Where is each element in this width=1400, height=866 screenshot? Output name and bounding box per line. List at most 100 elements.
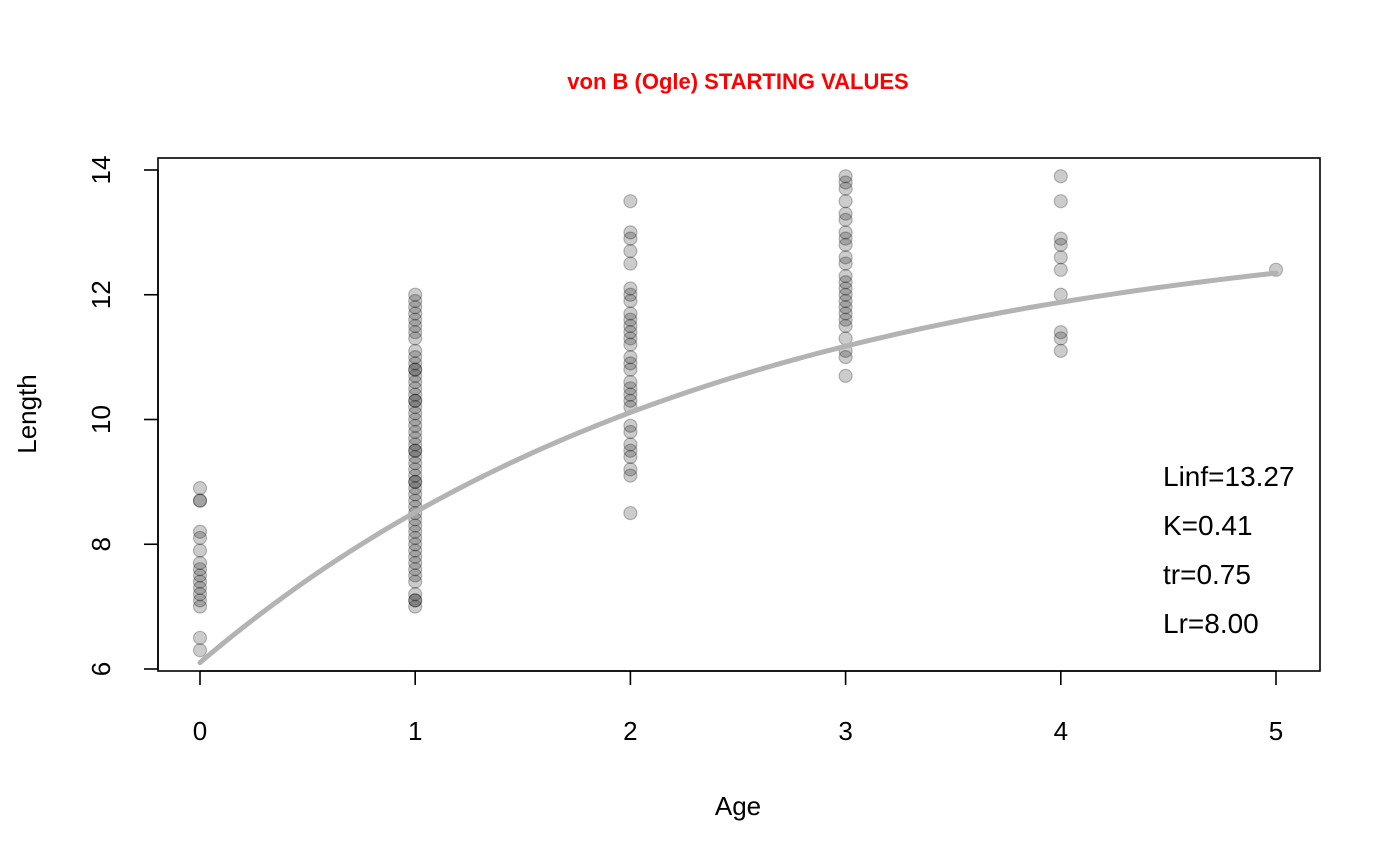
data-point [838, 237, 853, 252]
data-point [1053, 169, 1068, 184]
data-point [408, 456, 423, 471]
data-point [623, 393, 638, 408]
data-point [192, 481, 208, 496]
plot-border [157, 157, 1321, 672]
data-point [1053, 343, 1068, 358]
data-point [408, 374, 423, 390]
data-point [623, 350, 638, 365]
x-tick-label: 3 [838, 716, 852, 746]
data-point [192, 568, 208, 583]
data-point [408, 331, 423, 346]
data-point [408, 418, 423, 433]
scatter-points [192, 169, 1284, 658]
annotation-k: K=0.41 [1163, 510, 1253, 541]
data-point [623, 374, 638, 390]
data-point [192, 630, 208, 645]
annotation-linf: Linf=13.27 [1163, 461, 1295, 492]
data-point [408, 443, 423, 458]
data-point [838, 169, 853, 184]
data-point [408, 487, 423, 502]
data-point [408, 431, 423, 446]
x-tick-label: 0 [193, 716, 207, 746]
y-tick-label: 8 [86, 537, 116, 551]
data-point [623, 337, 638, 352]
data-point [192, 543, 208, 558]
data-point [408, 530, 423, 546]
data-point [623, 293, 638, 309]
data-point [1053, 250, 1068, 265]
data-point [1053, 231, 1068, 246]
data-point [408, 393, 423, 408]
data-point [192, 599, 208, 614]
data-point [838, 287, 853, 302]
data-point [623, 318, 638, 334]
data-point [408, 318, 423, 334]
y-tick-label: 6 [86, 662, 116, 676]
data-point [408, 593, 423, 608]
x-axis-label: Age [715, 791, 761, 821]
data-point [623, 418, 638, 433]
x-tick-label: 2 [623, 716, 637, 746]
y-tick-label: 10 [86, 405, 116, 434]
data-point [838, 318, 853, 334]
x-axis: 0 1 2 3 4 5 [193, 670, 1283, 746]
data-point [408, 287, 423, 302]
data-point [408, 449, 423, 465]
data-point [838, 368, 853, 383]
data-point [623, 306, 638, 321]
x-tick-label: 5 [1269, 716, 1283, 746]
data-point [623, 256, 638, 271]
data-point [838, 231, 853, 246]
data-point [623, 331, 638, 346]
data-point [623, 424, 638, 440]
data-point [192, 593, 208, 608]
data-point [623, 462, 638, 477]
data-point [408, 399, 423, 415]
data-point [192, 524, 208, 539]
data-point [408, 343, 423, 358]
data-point [838, 181, 853, 196]
data-point [1053, 325, 1068, 340]
data-point [408, 393, 423, 408]
data-point [408, 481, 423, 496]
data-point [408, 325, 423, 340]
data-point [192, 493, 208, 508]
data-point [623, 231, 638, 246]
data-point [623, 449, 638, 465]
x-tick-label: 1 [408, 716, 422, 746]
data-point [838, 312, 853, 327]
data-point [838, 293, 853, 309]
data-point [408, 293, 423, 309]
data-point [408, 543, 423, 558]
data-point [408, 381, 423, 396]
data-point [408, 555, 423, 571]
data-point [408, 574, 423, 589]
annotation-tr: tr=0.75 [1163, 559, 1251, 590]
data-point [623, 243, 638, 259]
data-point [408, 549, 423, 564]
data-point [623, 225, 638, 240]
data-point [408, 356, 423, 371]
data-point [192, 555, 208, 571]
data-point [623, 505, 638, 521]
fitted-curve [197, 270, 1279, 666]
data-point [408, 537, 423, 552]
data-point [1053, 194, 1068, 209]
data-point [408, 587, 423, 602]
data-point [1053, 331, 1068, 346]
chart-title: von B (Ogle) STARTING VALUES [567, 69, 908, 94]
data-point [408, 468, 423, 483]
data-point [623, 312, 638, 327]
data-point [408, 300, 423, 315]
data-point [623, 287, 638, 302]
data-point [408, 599, 423, 614]
data-point [408, 437, 423, 452]
data-point [408, 443, 423, 458]
data-point [408, 474, 423, 489]
data-point [408, 387, 423, 402]
data-point [838, 300, 853, 315]
data-point [623, 362, 638, 377]
data-point [408, 306, 423, 321]
x-tick-label: 4 [1054, 716, 1068, 746]
